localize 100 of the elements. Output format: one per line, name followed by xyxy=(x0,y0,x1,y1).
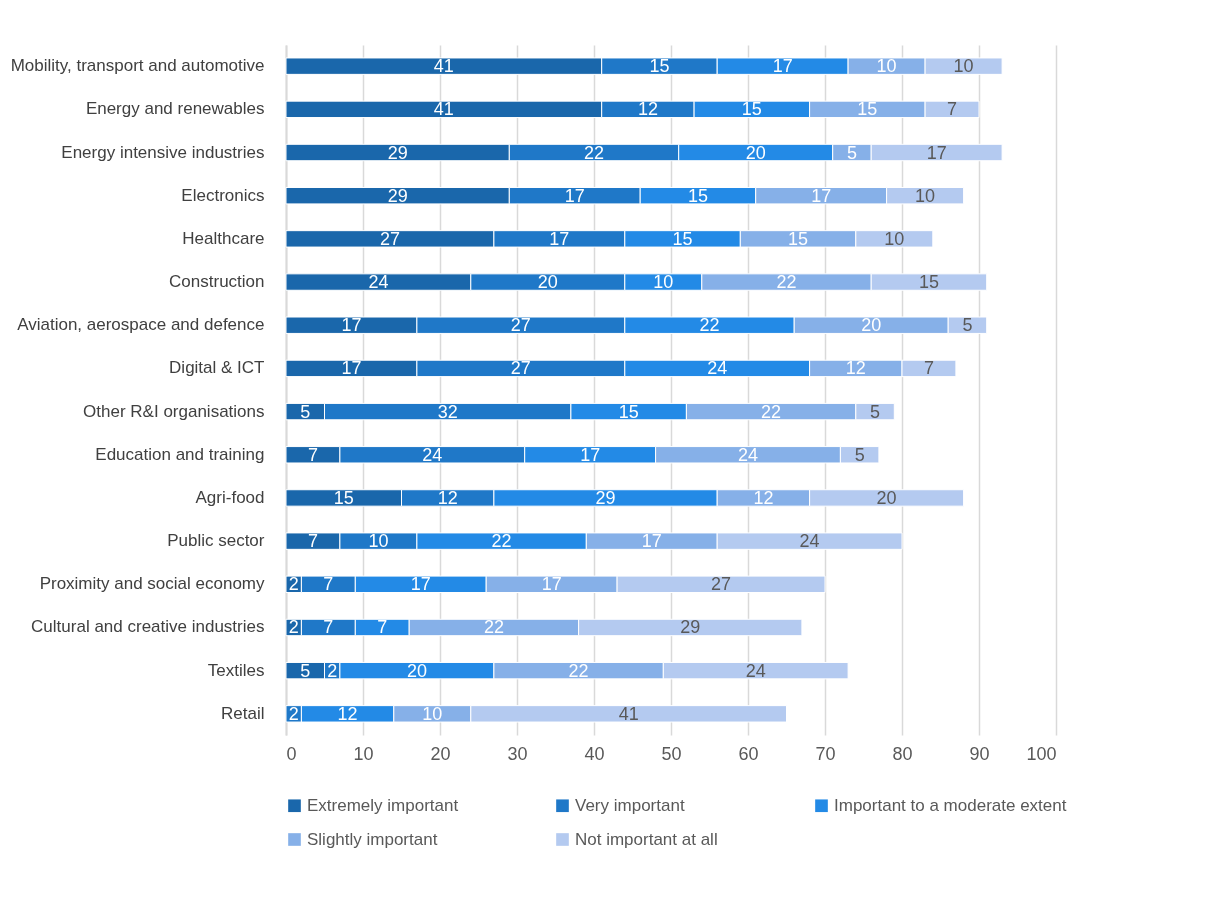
x-tick-label: 100 xyxy=(1026,743,1057,764)
legend-label: Not important at all xyxy=(575,829,718,849)
x-tick-label: 50 xyxy=(661,743,682,764)
data-label: 15 xyxy=(687,185,708,206)
data-label: 10 xyxy=(876,56,897,77)
y-tick-label: Electronics xyxy=(181,185,265,205)
data-label: 24 xyxy=(799,531,820,552)
data-label: 10 xyxy=(653,272,674,293)
data-label: 7 xyxy=(947,99,958,120)
data-label: 7 xyxy=(307,531,318,552)
data-label: 24 xyxy=(422,444,443,465)
y-tick-label: Digital & ICT xyxy=(169,358,265,378)
legend-label: Very important xyxy=(575,795,685,815)
y-tick-label: Textiles xyxy=(207,660,265,680)
y-tick-label: Proximity and social economy xyxy=(39,574,265,594)
data-label: 10 xyxy=(915,185,936,206)
data-label: 24 xyxy=(707,358,728,379)
data-label: 17 xyxy=(410,574,431,595)
data-label: 22 xyxy=(483,617,504,638)
data-label: 7 xyxy=(307,444,318,465)
data-label: 17 xyxy=(580,444,601,465)
data-label: 17 xyxy=(564,185,585,206)
data-label: 22 xyxy=(776,272,797,293)
data-label: 15 xyxy=(918,272,939,293)
y-tick-label: Aviation, aerospace and defence xyxy=(17,315,265,335)
data-label: 20 xyxy=(745,142,766,163)
data-label: 29 xyxy=(387,185,408,206)
data-label: 15 xyxy=(333,487,354,508)
data-label: 17 xyxy=(926,142,947,163)
data-label: 24 xyxy=(737,444,759,465)
data-label: 22 xyxy=(761,401,782,422)
data-label: 29 xyxy=(387,142,408,163)
data-label: 17 xyxy=(541,574,562,595)
x-tick-label: 40 xyxy=(584,743,605,764)
data-label: 41 xyxy=(433,56,454,77)
data-label: 10 xyxy=(368,531,389,552)
x-tick-label: 20 xyxy=(430,743,451,764)
data-label: 20 xyxy=(406,660,427,681)
data-label: 29 xyxy=(595,487,616,508)
data-label: 22 xyxy=(491,531,512,552)
data-label: 22 xyxy=(583,142,605,163)
data-label: 22 xyxy=(699,315,720,336)
y-tick-label: Mobility, transport and automotive xyxy=(10,56,265,76)
data-label: 5 xyxy=(846,142,857,163)
data-label: 29 xyxy=(680,617,701,638)
y-tick-label: Energy intensive industries xyxy=(61,142,265,162)
data-label: 24 xyxy=(745,660,766,681)
y-tick-label: Public sector xyxy=(167,531,265,551)
data-label: 15 xyxy=(857,99,878,120)
data-label: 2 xyxy=(288,703,299,724)
data-label: 17 xyxy=(341,358,362,379)
x-tick-label: 60 xyxy=(738,743,759,764)
data-label: 15 xyxy=(649,56,670,77)
y-tick-label: Other R&I organisations xyxy=(83,401,265,421)
data-label: 24 xyxy=(368,272,389,293)
data-label: 32 xyxy=(437,401,458,422)
y-tick-label: Cultural and creative industries xyxy=(31,617,265,637)
data-label: 12 xyxy=(337,703,358,724)
x-tick-label: 70 xyxy=(815,743,836,764)
data-label: 41 xyxy=(433,99,454,120)
data-label: 17 xyxy=(641,531,662,552)
legend-label: Important to a moderate extent xyxy=(834,795,1067,815)
data-label: 2 xyxy=(327,660,338,681)
y-tick-label: Agri-food xyxy=(195,487,265,507)
data-label: 5 xyxy=(854,444,865,465)
y-tick-label: Retail xyxy=(221,703,265,723)
data-label: 2 xyxy=(288,574,299,595)
data-label: 20 xyxy=(861,315,882,336)
data-label: 12 xyxy=(753,487,774,508)
data-label: 41 xyxy=(618,703,639,724)
x-tick-label: 80 xyxy=(892,743,913,764)
x-tick-label: 10 xyxy=(353,743,374,764)
data-label: 7 xyxy=(377,617,388,638)
data-label: 20 xyxy=(537,272,558,293)
data-label: 15 xyxy=(618,401,639,422)
x-tick-label: 0 xyxy=(286,743,297,764)
data-label: 27 xyxy=(510,358,531,379)
data-label: 20 xyxy=(876,487,897,508)
data-label: 2 xyxy=(288,617,299,638)
y-tick-label: Education and training xyxy=(95,444,265,464)
data-label: 7 xyxy=(323,574,334,595)
x-tick-label: 90 xyxy=(969,743,990,764)
data-label: 15 xyxy=(741,99,762,120)
data-label: 12 xyxy=(637,99,658,120)
data-label: 5 xyxy=(962,315,973,336)
data-label: 12 xyxy=(437,487,458,508)
data-label: 5 xyxy=(870,401,881,422)
data-label: 27 xyxy=(510,315,531,336)
data-label: 12 xyxy=(845,358,866,379)
data-label: 27 xyxy=(379,228,400,249)
legend-label: Slightly important xyxy=(307,829,438,849)
data-label: 17 xyxy=(772,56,793,77)
data-label: 7 xyxy=(323,617,334,638)
data-label: 17 xyxy=(811,185,832,206)
data-label: 17 xyxy=(549,228,570,249)
data-label: 10 xyxy=(953,56,974,77)
data-label: 5 xyxy=(300,660,311,681)
data-label: 5 xyxy=(300,401,311,422)
y-tick-label: Healthcare xyxy=(182,228,265,248)
data-label: 7 xyxy=(923,358,934,379)
